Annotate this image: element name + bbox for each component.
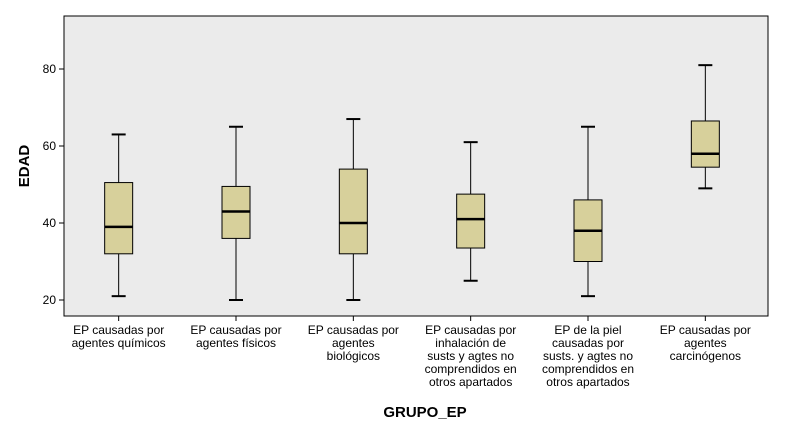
- x-tick-label-line: susts y agtes no: [427, 349, 514, 363]
- boxes-layer: [104, 64, 720, 301]
- x-tick-label-line: comprendidos en: [542, 362, 634, 376]
- x-tick-label-line: EP causadas por: [660, 323, 751, 337]
- x-tick-label-line: EP causadas por: [308, 323, 399, 337]
- x-tick-label-line: biológicos: [327, 349, 380, 363]
- x-tick-label: EP causadas por agentes físicos: [190, 323, 281, 350]
- box-group: [104, 133, 134, 298]
- x-tick-label: EP causadas por agentes biológicos: [308, 323, 399, 363]
- x-tick-label-line: EP causadas por: [190, 323, 281, 337]
- y-axis: 20 40 60 80: [43, 62, 64, 307]
- x-tick-label-line: agentes: [332, 336, 375, 350]
- box-group: [338, 118, 368, 301]
- plot-area: [63, 15, 769, 317]
- x-tick-label: EP causadas por inhalación de susts y agte…: [425, 323, 517, 389]
- x-tick-label-line: EP causadas por: [425, 323, 516, 337]
- y-tick-label: 60: [43, 139, 57, 153]
- x-axis-title: GRUPO_EP: [383, 404, 466, 421]
- y-tick-label: 40: [43, 216, 57, 230]
- iqr-box: [456, 193, 486, 249]
- x-tick-label: EP causadas por agentes químicos: [72, 323, 166, 350]
- x-tick-label-line: agentes químicos: [72, 336, 166, 350]
- iqr-box: [690, 120, 720, 168]
- iqr-box: [338, 168, 368, 255]
- x-tick-label-line: EP de la piel: [554, 323, 621, 337]
- x-tick-label-line: EP causadas por: [73, 323, 164, 337]
- box-group: [573, 125, 603, 298]
- iqr-box: [104, 182, 134, 255]
- y-tick-label: 20: [43, 293, 57, 307]
- x-tick-label-line: otros apartados: [546, 375, 629, 389]
- x-tick-label: EP de la piel causadas por susts. y agtes …: [542, 323, 634, 389]
- x-tick-label-line: susts. y agtes no: [543, 349, 633, 363]
- box-group: [690, 64, 720, 190]
- y-axis-title: EDAD: [16, 145, 33, 188]
- y-tick-label: 80: [43, 62, 57, 76]
- x-tick-label-line: otros apartados: [429, 375, 512, 389]
- x-tick-label-line: causadas por: [552, 336, 624, 350]
- x-tick-label-line: carcinógenos: [670, 349, 741, 363]
- x-tick-label-line: comprendidos en: [425, 362, 517, 376]
- x-tick-label-line: agentes: [684, 336, 727, 350]
- x-tick-label: EP causadas por agentes carcinógenos: [660, 323, 751, 363]
- box-group: [456, 141, 486, 282]
- x-tick-label-line: inhalación de: [435, 336, 506, 350]
- x-tick-label-line: agentes físicos: [196, 336, 276, 350]
- box-group: [221, 125, 251, 301]
